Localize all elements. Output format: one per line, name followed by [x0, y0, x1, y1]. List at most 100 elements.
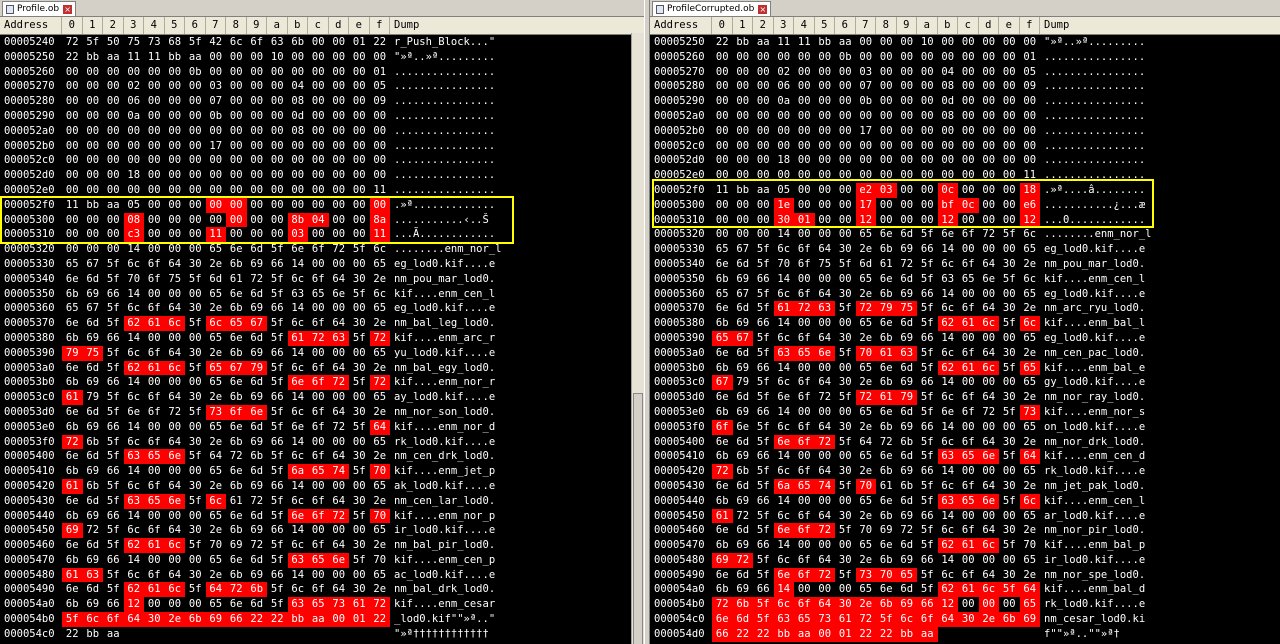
hex-row[interactable]: 00005420 61 6b 5f 6c 6f 64 30 2e 6b 69 66 14 00 00 00 65… — [0, 478, 644, 494]
hex-byte[interactable]: 30 — [352, 272, 366, 285]
hex-byte[interactable]: 30 — [835, 597, 856, 613]
hex-byte[interactable]: 00 — [311, 109, 325, 122]
hex-byte[interactable]: 69 — [86, 331, 100, 344]
hex-byte[interactable]: 00 — [250, 183, 264, 196]
hex-byte[interactable]: 5f — [1002, 405, 1016, 418]
hex-byte[interactable]: 00 — [209, 50, 223, 63]
hex-byte[interactable]: 30 — [188, 302, 202, 315]
hex-byte[interactable]: 2e — [855, 597, 876, 613]
hex-byte[interactable]: 6f — [961, 479, 975, 492]
hex-byte[interactable]: 72 — [62, 434, 83, 450]
vertical-scrollbar[interactable] — [631, 33, 644, 644]
hex-byte[interactable]: 5f — [756, 257, 770, 270]
hex-byte[interactable]: 00 — [209, 124, 223, 137]
hex-byte[interactable]: 14 — [127, 376, 141, 389]
hex-byte[interactable]: 6e — [879, 361, 893, 374]
hex-byte[interactable]: 00 — [168, 109, 182, 122]
hex-byte[interactable]: 5f — [270, 331, 284, 344]
hex-byte[interactable]: bb — [818, 36, 832, 48]
hex-byte[interactable]: 75 — [168, 272, 182, 285]
hex-byte[interactable]: 5f — [756, 479, 770, 492]
hex-byte[interactable]: 00 — [86, 243, 100, 256]
hex-byte[interactable]: 69 — [250, 479, 264, 492]
hex-byte[interactable]: 00 — [250, 65, 264, 78]
hex-byte[interactable]: 74 — [814, 478, 835, 494]
hex-byte[interactable]: 00 — [920, 169, 934, 182]
hex-byte[interactable]: 01 — [352, 36, 366, 48]
hex-byte[interactable]: 00 — [818, 109, 832, 122]
hex-byte[interactable]: 01 — [835, 626, 856, 642]
hex-byte[interactable]: 8b — [287, 212, 308, 228]
hex-byte[interactable]: 00 — [86, 95, 100, 108]
hex-byte[interactable]: 70 — [1023, 539, 1037, 552]
hex-byte[interactable]: 66 — [756, 450, 770, 463]
hex-byte[interactable]: 6d — [900, 405, 914, 418]
hex-byte[interactable]: 14 — [127, 553, 141, 566]
hex-byte[interactable]: 5f — [756, 302, 770, 315]
hex-byte[interactable]: 00 — [86, 139, 100, 152]
hex-byte[interactable]: 00 — [736, 109, 750, 122]
hex-byte[interactable]: 66 — [270, 435, 284, 448]
hex-byte[interactable]: 14 — [777, 494, 791, 507]
hex-byte[interactable]: 00 — [756, 213, 770, 226]
hex-byte[interactable]: 66 — [756, 272, 770, 285]
hex-row[interactable]: 000052f0 11 bb aa 05 00 00 00 e2 03 00 00 0c 00 00 00 18… — [650, 182, 1280, 198]
hex-byte[interactable]: 05 — [127, 198, 141, 211]
hex-byte[interactable]: 00 — [900, 213, 914, 226]
hex-byte[interactable]: 5f — [352, 553, 366, 566]
hex-byte[interactable]: 00 — [982, 65, 996, 78]
hex-byte[interactable]: 6d — [900, 583, 914, 596]
hex-byte[interactable]: 5f — [352, 287, 366, 300]
hex-byte[interactable]: 00 — [332, 65, 346, 78]
hex-byte[interactable]: 00 — [127, 183, 141, 196]
hex-byte[interactable]: 00 — [797, 317, 811, 330]
hex-row[interactable]: 000052a0 00 00 00 00 00 00 00 00 00 00 00 08 00 00 00 00… — [0, 124, 644, 139]
hex-byte[interactable]: 66 — [106, 465, 120, 478]
hex-byte[interactable]: 00 — [879, 36, 893, 48]
hex-byte[interactable]: 6f — [961, 228, 975, 241]
hex-byte[interactable]: 00 — [900, 95, 914, 108]
hex-byte[interactable]: 5f — [270, 450, 284, 463]
hex-byte[interactable]: 5f — [270, 539, 284, 552]
hex-byte[interactable]: 00 — [797, 139, 811, 152]
hex-byte[interactable]: 65 — [209, 243, 223, 256]
hex-byte[interactable]: 65 — [144, 493, 165, 509]
hex-byte[interactable]: 00 — [756, 169, 770, 182]
hex-byte[interactable]: 2e — [859, 509, 873, 522]
hex-byte[interactable]: 6d — [86, 405, 100, 418]
hex-byte[interactable]: 5f — [352, 331, 366, 344]
hex-byte[interactable]: 72 — [369, 375, 390, 391]
hex-byte[interactable]: 72 — [982, 228, 996, 241]
hex-byte[interactable]: 00 — [311, 95, 325, 108]
hex-byte[interactable]: 6e — [715, 391, 729, 404]
hex-byte[interactable]: 63 — [123, 449, 144, 465]
hex-byte[interactable]: 00 — [879, 198, 893, 211]
hex-byte[interactable]: 03 — [859, 65, 873, 78]
hex-byte[interactable]: 5f — [352, 243, 366, 256]
hex-byte[interactable]: 6f — [794, 597, 815, 613]
hex-byte[interactable]: 69 — [736, 317, 750, 330]
hex-byte[interactable]: 69 — [229, 539, 243, 552]
hex-byte[interactable]: 00 — [982, 420, 996, 433]
hex-byte[interactable]: 61 — [876, 390, 897, 405]
hex-byte[interactable]: 63 — [937, 493, 958, 509]
hex-byte[interactable]: 6d — [736, 435, 750, 448]
hex-byte[interactable]: 30 — [838, 376, 852, 389]
hex-byte[interactable]: 6d — [209, 272, 223, 285]
hex-byte[interactable]: 14 — [127, 287, 141, 300]
hex-byte[interactable]: 22 — [753, 626, 774, 642]
hex-byte[interactable]: 6e — [65, 272, 79, 285]
hex-byte[interactable]: 00 — [838, 539, 852, 552]
hex-byte[interactable]: 14 — [773, 582, 794, 598]
hex-byte[interactable]: 6f — [961, 346, 975, 359]
hex-byte[interactable]: 5f — [188, 450, 202, 463]
hex-byte[interactable]: 6c — [127, 524, 141, 537]
hex-byte[interactable]: 6e — [332, 287, 346, 300]
hex-byte[interactable]: 61 — [958, 582, 979, 598]
hex-byte[interactable]: 6b — [876, 597, 897, 613]
hex-byte[interactable]: 6c — [777, 243, 791, 256]
hex-byte[interactable]: 66 — [920, 553, 934, 566]
hex-byte[interactable]: 6e — [941, 405, 955, 418]
hex-byte[interactable]: 12 — [1019, 212, 1040, 228]
hex-byte[interactable]: 00 — [311, 65, 325, 78]
